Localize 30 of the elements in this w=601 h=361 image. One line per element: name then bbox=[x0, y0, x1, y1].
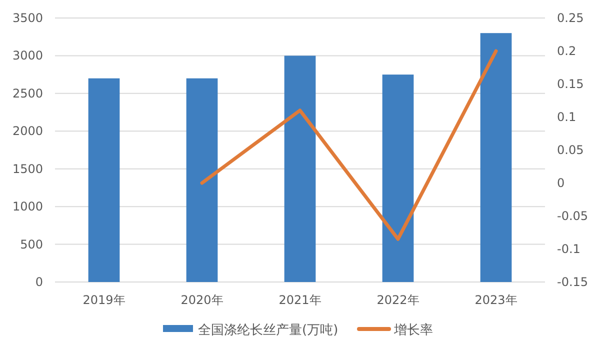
y-tick-label: 1500 bbox=[12, 162, 43, 176]
y2-tick-label: 0.05 bbox=[557, 143, 584, 157]
bar bbox=[284, 56, 316, 282]
y-tick-label: 0 bbox=[35, 275, 43, 289]
y-tick-label: 3000 bbox=[12, 48, 43, 63]
line-series bbox=[200, 49, 498, 241]
legend-label: 增长率 bbox=[393, 322, 433, 338]
y-tick-label: 2000 bbox=[12, 124, 43, 138]
y-tick-label: 500 bbox=[20, 237, 43, 252]
x-tick-label: 2021年 bbox=[278, 293, 322, 307]
x-tick-label: 2023年 bbox=[474, 293, 518, 307]
y-tick-label: 1000 bbox=[12, 200, 43, 214]
legend-label: 全国涤纶长丝产量(万吨) bbox=[198, 323, 338, 338]
y-tick-label: 2500 bbox=[12, 86, 43, 100]
x-tick-label: 2019年 bbox=[82, 293, 126, 307]
y2-tick-label: 0.25 bbox=[557, 11, 584, 25]
y2-tick-label: 0.1 bbox=[557, 110, 576, 124]
y-tick-label: 3500 bbox=[12, 11, 43, 25]
bar bbox=[382, 74, 414, 282]
bar bbox=[88, 78, 120, 282]
y2-tick-label: -0.1 bbox=[557, 242, 580, 256]
y2-tick-label: 0.15 bbox=[557, 77, 584, 91]
y2-tick-label: -0.15 bbox=[557, 275, 588, 289]
y2-tick-label: -0.05 bbox=[557, 209, 588, 223]
y2-tick-label: 0.2 bbox=[557, 44, 576, 58]
x-tick-label: 2022年 bbox=[376, 293, 420, 307]
y2-tick-label: 0 bbox=[557, 176, 565, 190]
bar bbox=[480, 33, 512, 282]
bar bbox=[186, 78, 218, 282]
x-tick-label: 2020年 bbox=[180, 293, 224, 307]
